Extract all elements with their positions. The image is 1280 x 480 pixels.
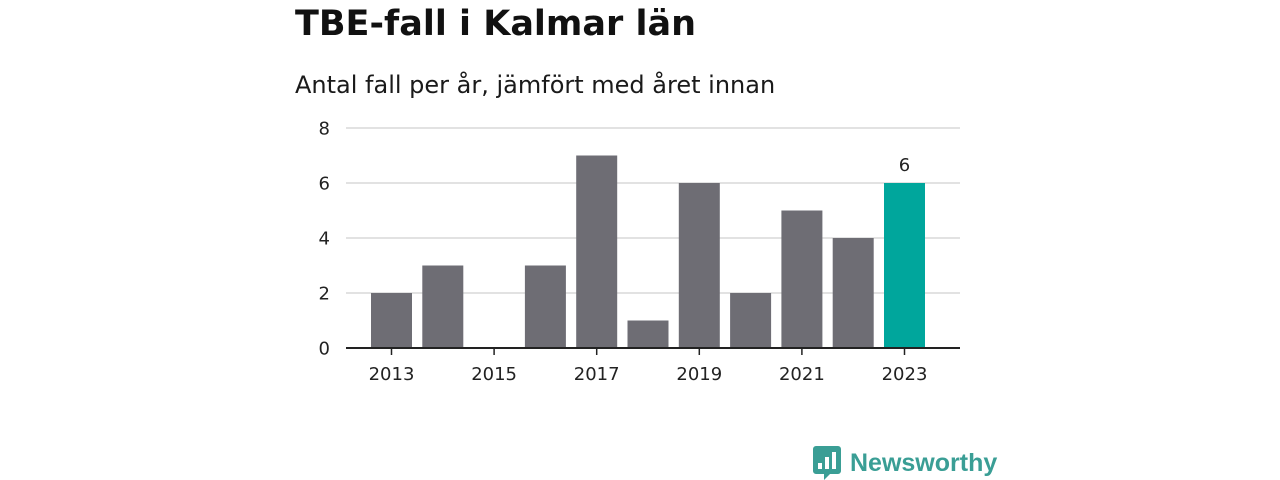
labels: 0 2 4 6 8 2013 2015 2017 2019 2021 2023 6 xyxy=(319,119,928,386)
bar-2016 xyxy=(524,265,566,348)
bar-2020 xyxy=(730,293,772,348)
newsworthy-brand: Newsworthy xyxy=(813,446,997,480)
bar-2017 xyxy=(576,155,618,348)
x-tick-label: 2013 xyxy=(369,364,415,385)
axes xyxy=(346,347,960,355)
y-tick-label: 2 xyxy=(319,284,330,305)
x-tick-label: 2019 xyxy=(676,364,722,385)
y-tick-label: 0 xyxy=(319,339,330,360)
data-label: 6 xyxy=(899,155,910,176)
bar-2021 xyxy=(781,210,823,348)
brand-name: Newsworthy xyxy=(850,448,998,477)
bar-2013 xyxy=(371,293,412,348)
x-tick-label: 2023 xyxy=(882,364,928,385)
chart-title: TBE-fall i Kalmar län xyxy=(295,4,696,44)
y-tick-label: 4 xyxy=(319,229,330,250)
bar-2018 xyxy=(627,320,669,348)
bar-2022 xyxy=(832,238,874,348)
x-tick-label: 2017 xyxy=(574,364,620,385)
bar-2019 xyxy=(678,183,720,348)
chart-subtitle: Antal fall per år, jämfört med året inna… xyxy=(295,71,776,99)
x-tick-label: 2015 xyxy=(471,364,517,385)
newsworthy-logo-icon xyxy=(813,446,841,480)
bar-2014 xyxy=(422,265,464,348)
bar-chart: 0 2 4 6 8 2013 2015 2017 2019 2021 2023 6 xyxy=(319,119,960,386)
bars xyxy=(371,155,925,348)
bar-2023 xyxy=(884,183,925,348)
y-tick-label: 6 xyxy=(319,174,330,195)
x-tick-label: 2021 xyxy=(779,364,825,385)
y-tick-label: 8 xyxy=(319,119,330,140)
